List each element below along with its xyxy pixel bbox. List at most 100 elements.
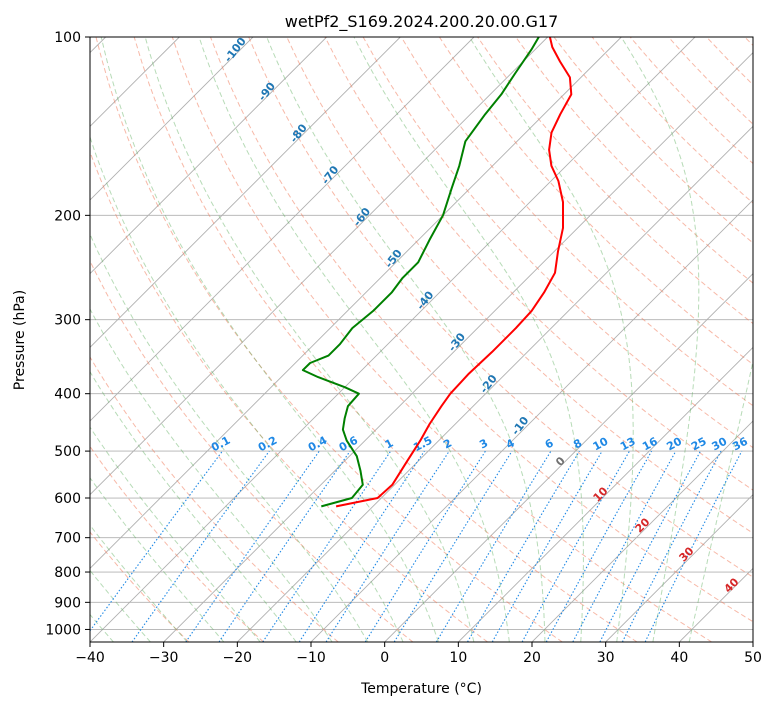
dry-adiabat-line [171, 37, 712, 642]
mixing-ratio-lines [90, 450, 743, 642]
y-tick-label: 500 [54, 444, 81, 460]
mixing-ratio-line [521, 450, 630, 642]
dry-adiabat-line [438, 37, 753, 366]
y-tick-label: 800 [54, 565, 81, 581]
mixing-ratio-label: 4 [504, 436, 517, 451]
mixing-ratio-line [131, 450, 270, 642]
x-tick-label: −30 [149, 650, 179, 666]
mixing-ratio-line [218, 450, 351, 642]
plot-frame [89, 36, 754, 643]
moist-adiabat-line [90, 426, 261, 642]
isotherm-line [605, 494, 753, 642]
dry-adiabat-label: -10 [509, 414, 532, 438]
moist-adiabat-line [144, 37, 475, 642]
moist-adiabat-line [90, 232, 369, 642]
mixing-ratio-line [599, 450, 701, 642]
dry-adiabat-line [553, 37, 753, 244]
dry-adiabat-label: -100 [222, 35, 249, 65]
moist-adiabat-line [353, 37, 584, 642]
mixing-ratio-line [572, 450, 677, 642]
isotherm-line [237, 125, 753, 642]
isotherm-line [90, 37, 696, 642]
x-tick-label: 50 [744, 650, 762, 666]
dry-adiabat-label: -90 [256, 80, 279, 104]
isotherm-line [531, 420, 753, 642]
dry-adiabat-label: -40 [414, 288, 437, 312]
dry-adiabat-line [90, 259, 414, 642]
isotherm-line [90, 37, 548, 496]
moist-adiabat-label: 30 [677, 544, 697, 564]
mixing-ratio-label: 13 [618, 435, 638, 454]
isotherm-line [90, 37, 401, 348]
moist-adiabat-lines [90, 37, 753, 642]
x-tick-label: 40 [670, 650, 688, 666]
mixing-ratio-label: 3 [477, 436, 490, 451]
mixing-ratio-label: 16 [640, 435, 660, 454]
y-tick-label: 400 [54, 387, 81, 403]
moist-adiabat-line [90, 370, 297, 642]
moist-adiabat-line [266, 37, 546, 642]
mixing-ratio-label: 25 [689, 435, 709, 454]
moist-adiabat-line [620, 37, 700, 642]
y-axis-label: Pressure (hPa) [12, 290, 28, 390]
dry-adiabat-label: -50 [382, 247, 405, 271]
moist-adiabat-line [100, 37, 439, 642]
dry-adiabat-line [90, 356, 339, 642]
mixing-ratio-line [298, 450, 425, 642]
temperature-profile [335, 37, 573, 508]
y-tick-label: 700 [54, 531, 81, 547]
dry-adiabat-label: -20 [477, 372, 500, 396]
mixing-ratio-label: 30 [710, 435, 730, 454]
mixing-ratio-line [545, 450, 653, 642]
dewpoint-profile [301, 37, 540, 508]
x-tick-label: 30 [597, 650, 615, 666]
x-tick-label: −10 [296, 650, 326, 666]
reference-line-labels: 0.1 0.2 0.4 0.6 1 1.5 2 3 4 6 8 10 13 16 20 25 30 36-100-… [209, 35, 750, 596]
x-axis-label: Temperature (°C) [360, 681, 482, 697]
dry-adiabat-lines [90, 37, 753, 642]
isotherm-line [384, 273, 753, 642]
moist-adiabat-line [469, 37, 634, 642]
dry-adiabat-line [95, 37, 563, 642]
mixing-ratio-line [435, 450, 552, 642]
x-axis-ticks: −40 −30 −20 −10 0 10 20 30 40 50 [75, 642, 762, 666]
moist-adiabat-line [90, 308, 333, 642]
plot-area: 0.1 0.2 0.4 0.6 1 1.5 2 3 4 6 8 10 13 16 20 25 30 36-100-… [90, 35, 753, 642]
x-tick-label: 10 [449, 650, 467, 666]
mixing-ratio-line [393, 450, 513, 642]
dry-adiabat-line [515, 37, 753, 284]
mixing-ratio-line [262, 450, 392, 642]
moist-adiabat-line [90, 524, 188, 642]
sounding-series [301, 37, 573, 508]
dry-adiabat-label: -70 [319, 163, 342, 187]
mixing-ratio-line [325, 450, 450, 642]
mixing-ratio-label: 1 [383, 436, 396, 451]
dry-adiabat-line [90, 150, 488, 642]
isobar-lines [90, 37, 753, 630]
x-tick-label: −20 [223, 650, 253, 666]
dry-adiabat-line [706, 37, 753, 86]
dry-adiabat-label: -60 [351, 205, 374, 229]
isotherm-line [90, 37, 254, 201]
isotherm-line [752, 641, 753, 642]
y-tick-label: 200 [54, 208, 81, 224]
mixing-ratio-label: 20 [664, 435, 684, 454]
isotherm-line [90, 37, 327, 275]
moist-adiabat-line [90, 476, 225, 642]
mixing-ratio-label: 10 [591, 435, 611, 454]
mixing-ratio-line [644, 450, 743, 642]
dry-adiabat-line [90, 445, 264, 642]
moist-adiabat-line [688, 358, 753, 642]
moist-adiabat-label: 10 [591, 484, 611, 504]
dry-adiabat-line [744, 37, 753, 47]
y-tick-label: 100 [54, 30, 81, 46]
isotherm-line [310, 199, 753, 642]
isotherm-lines [90, 37, 753, 642]
dry-adiabat-line [400, 37, 753, 407]
mixing-ratio-label: 36 [730, 435, 750, 454]
moist-adiabat-line [90, 135, 404, 642]
x-tick-label: 20 [523, 650, 541, 666]
isotherm-line [90, 37, 622, 569]
dry-adiabat-line [210, 37, 753, 623]
moist-adiabat-label: 20 [633, 515, 653, 535]
